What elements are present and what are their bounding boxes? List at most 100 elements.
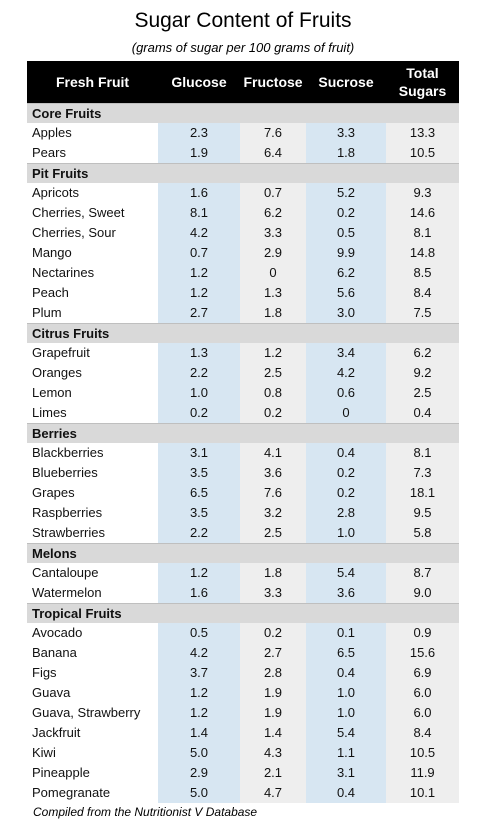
sucrose-cell: 0.2 [306, 203, 386, 223]
table-row: Grapefruit 1.3 1.2 3.4 6.2 [27, 343, 459, 363]
sucrose-cell: 5.4 [306, 563, 386, 583]
fructose-cell: 1.2 [240, 343, 306, 363]
header-fresh-fruit: Fresh Fruit [55, 74, 130, 90]
glucose-cell: 1.2 [158, 563, 240, 583]
table-row: Grapes 6.5 7.6 0.2 18.1 [27, 483, 459, 503]
total-sugars-cell: 8.1 [386, 223, 459, 243]
fruit-name-cell: Pineapple [27, 763, 158, 783]
glucose-cell: 2.3 [158, 123, 240, 143]
fruit-name-cell: Figs [27, 663, 158, 683]
total-sugars-cell: 5.8 [386, 523, 459, 543]
header-total-line2: Sugars [398, 83, 447, 99]
header-fructose: Fructose [243, 74, 303, 90]
sucrose-cell: 5.4 [306, 723, 386, 743]
glucose-cell: 1.2 [158, 263, 240, 283]
fructose-cell: 4.7 [240, 783, 306, 803]
fruit-name-cell: Mango [27, 243, 158, 263]
glucose-cell: 3.1 [158, 443, 240, 463]
fructose-cell: 2.9 [240, 243, 306, 263]
total-sugars-cell: 14.8 [386, 243, 459, 263]
glucose-cell: 1.2 [158, 283, 240, 303]
fructose-cell: 6.2 [240, 203, 306, 223]
total-sugars-cell: 2.5 [386, 383, 459, 403]
fruit-name-cell: Guava [27, 683, 158, 703]
fruit-name-cell: Grapefruit [27, 343, 158, 363]
glucose-cell: 8.1 [158, 203, 240, 223]
table-row: Avocado 0.5 0.2 0.1 0.9 [27, 623, 459, 643]
table-row: Guava 1.2 1.9 1.0 6.0 [27, 683, 459, 703]
fructose-cell: 3.3 [240, 583, 306, 603]
sucrose-cell: 0.5 [306, 223, 386, 243]
fruit-name-cell: Apples [27, 123, 158, 143]
glucose-cell: 5.0 [158, 783, 240, 803]
glucose-cell: 0.5 [158, 623, 240, 643]
sucrose-cell: 0.1 [306, 623, 386, 643]
total-sugars-cell: 7.5 [386, 303, 459, 323]
table-row: Guava, Strawberry 1.2 1.9 1.0 6.0 [27, 703, 459, 723]
sucrose-cell: 0.4 [306, 663, 386, 683]
sucrose-cell: 2.8 [306, 503, 386, 523]
page-title: Sugar Content of Fruits [134, 9, 352, 32]
fruit-name-cell: Jackfruit [27, 723, 158, 743]
fruit-name-cell: Cherries, Sour [27, 223, 158, 243]
sucrose-cell: 6.5 [306, 643, 386, 663]
category-row: Citrus Fruits [27, 323, 459, 343]
sucrose-cell: 0.6 [306, 383, 386, 403]
fructose-cell: 2.5 [240, 523, 306, 543]
sucrose-cell: 1.0 [306, 523, 386, 543]
fruit-name-cell: Pears [27, 143, 158, 163]
fructose-cell: 1.8 [240, 563, 306, 583]
glucose-cell: 1.0 [158, 383, 240, 403]
fructose-cell: 2.5 [240, 363, 306, 383]
sucrose-cell: 9.9 [306, 243, 386, 263]
table-row: Mango 0.7 2.9 9.9 14.8 [27, 243, 459, 263]
table-row: Pineapple 2.9 2.1 3.1 11.9 [27, 763, 459, 783]
fructose-cell: 1.4 [240, 723, 306, 743]
header-total-line1: Total [406, 65, 439, 81]
total-sugars-cell: 6.0 [386, 703, 459, 723]
fructose-cell: 2.7 [240, 643, 306, 663]
total-sugars-cell: 7.3 [386, 463, 459, 483]
total-sugars-cell: 9.3 [386, 183, 459, 203]
glucose-cell: 1.2 [158, 683, 240, 703]
total-sugars-cell: 9.0 [386, 583, 459, 603]
glucose-cell: 3.5 [158, 503, 240, 523]
table-row: Pears 1.9 6.4 1.8 10.5 [27, 143, 459, 163]
fructose-cell: 1.9 [240, 703, 306, 723]
glucose-cell: 6.5 [158, 483, 240, 503]
table-row: Oranges 2.2 2.5 4.2 9.2 [27, 363, 459, 383]
sucrose-cell: 5.6 [306, 283, 386, 303]
table-header: Fresh Fruit Glucose Fructose Sucrose Tot… [27, 61, 459, 103]
glucose-cell: 5.0 [158, 743, 240, 763]
glucose-cell: 3.5 [158, 463, 240, 483]
glucose-cell: 0.7 [158, 243, 240, 263]
fructose-cell: 0.2 [240, 623, 306, 643]
header-glucose: Glucose [171, 74, 227, 90]
fructose-cell: 3.6 [240, 463, 306, 483]
total-sugars-cell: 8.7 [386, 563, 459, 583]
table-row: Watermelon 1.6 3.3 3.6 9.0 [27, 583, 459, 603]
table-row: Blueberries 3.5 3.6 0.2 7.3 [27, 463, 459, 483]
fructose-cell: 4.1 [240, 443, 306, 463]
fructose-cell: 1.9 [240, 683, 306, 703]
total-sugars-cell: 8.5 [386, 263, 459, 283]
fructose-cell: 0 [240, 263, 306, 283]
fructose-cell: 1.8 [240, 303, 306, 323]
glucose-cell: 1.9 [158, 143, 240, 163]
glucose-cell: 1.4 [158, 723, 240, 743]
table-row: Peach 1.2 1.3 5.6 8.4 [27, 283, 459, 303]
fruit-name-cell: Kiwi [27, 743, 158, 763]
fructose-cell: 1.3 [240, 283, 306, 303]
fruit-name-cell: Avocado [27, 623, 158, 643]
glucose-cell: 2.2 [158, 523, 240, 543]
fructose-cell: 7.6 [240, 483, 306, 503]
total-sugars-cell: 10.1 [386, 783, 459, 803]
table-row: Lemon 1.0 0.8 0.6 2.5 [27, 383, 459, 403]
category-row: Core Fruits [27, 103, 459, 123]
glucose-cell: 2.2 [158, 363, 240, 383]
table-row: Apples 2.3 7.6 3.3 13.3 [27, 123, 459, 143]
table-row: Pomegranate 5.0 4.7 0.4 10.1 [27, 783, 459, 803]
table-row: Cherries, Sweet 8.1 6.2 0.2 14.6 [27, 203, 459, 223]
fructose-cell: 0.7 [240, 183, 306, 203]
